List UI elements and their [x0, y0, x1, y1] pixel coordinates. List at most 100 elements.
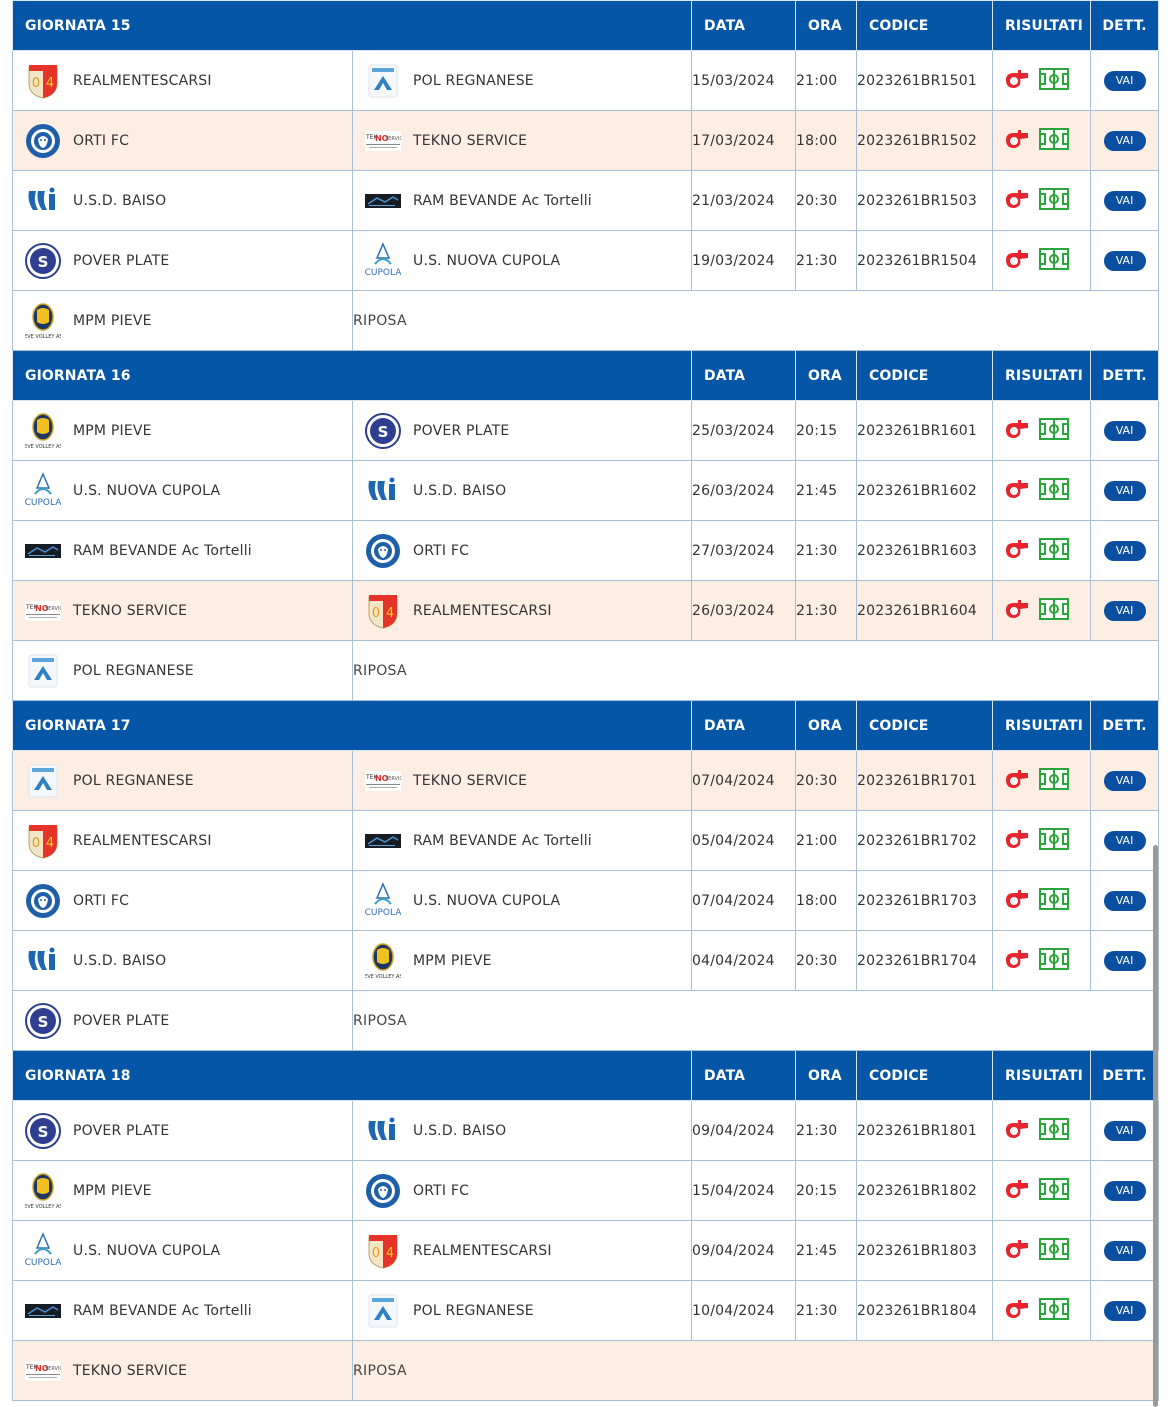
home-team[interactable]: S POVER PLATE	[13, 1101, 352, 1160]
field-icon[interactable]	[1039, 67, 1070, 94]
vai-button[interactable]: VAI	[1103, 540, 1146, 561]
field-icon[interactable]	[1039, 127, 1070, 154]
field-icon[interactable]	[1039, 597, 1070, 624]
field-icon[interactable]	[1039, 767, 1070, 794]
home-team[interactable]: TEKNOSERVICETEKNO SERVICE	[13, 581, 352, 640]
match-code: 2023261BR1702	[856, 810, 994, 871]
whistle-icon[interactable]	[1003, 767, 1031, 795]
away-team[interactable]: RAM BEVANDE Ac Tortelli	[353, 811, 691, 870]
field-icon[interactable]	[1039, 1177, 1070, 1204]
away-team[interactable]: U.S.D. BAISO	[353, 1101, 691, 1160]
whistle-icon[interactable]	[1003, 417, 1031, 445]
field-icon[interactable]	[1039, 1297, 1070, 1324]
vai-button[interactable]: VAI	[1103, 190, 1146, 211]
home-team[interactable]: PIEVE VOLLEY ASD MPM PIEVE	[13, 401, 352, 460]
field-icon[interactable]	[1039, 1117, 1070, 1144]
vai-button[interactable]: VAI	[1103, 70, 1146, 91]
home-team[interactable]: ORTI FC	[13, 871, 352, 930]
vai-button[interactable]: VAI	[1103, 1300, 1146, 1321]
whistle-icon[interactable]	[1003, 827, 1031, 855]
field-icon[interactable]	[1039, 887, 1070, 914]
vai-button[interactable]: VAI	[1103, 890, 1146, 911]
home-team[interactable]: PIEVE VOLLEY ASD MPM PIEVE	[13, 1161, 352, 1220]
vai-button[interactable]: VAI	[1103, 830, 1146, 851]
whistle-icon[interactable]	[1003, 1177, 1031, 1205]
whistle-icon[interactable]	[1003, 947, 1031, 975]
home-team[interactable]: 0 4 REALMENTESCARSI	[13, 51, 352, 110]
vai-button[interactable]: VAI	[1103, 770, 1146, 791]
away-team[interactable]: CUPOLA U.S. NUOVA CUPOLA	[353, 871, 691, 930]
home-team[interactable]: POL REGNANESE	[13, 751, 352, 810]
vai-button[interactable]: VAI	[1103, 130, 1146, 151]
results-icons	[993, 67, 1090, 95]
field-icon[interactable]	[1039, 1237, 1070, 1264]
team-name: REALMENTESCARSI	[413, 1242, 552, 1259]
whistle-icon[interactable]	[1003, 127, 1031, 155]
away-team[interactable]: ORTI FC	[353, 1161, 691, 1220]
svg-text:SERVICE: SERVICE	[45, 606, 61, 612]
vai-button[interactable]: VAI	[1103, 420, 1146, 441]
away-team[interactable]: POL REGNANESE	[353, 51, 691, 110]
field-icon[interactable]	[1039, 187, 1070, 214]
col-risultati: RISULTATI	[992, 700, 1092, 751]
home-team[interactable]: CUPOLA U.S. NUOVA CUPOLA	[13, 1221, 352, 1280]
match-code: 2023261BR1804	[856, 1280, 994, 1341]
resting-team-cell: S POVER PLATE	[12, 990, 353, 1051]
vai-button[interactable]: VAI	[1103, 600, 1146, 621]
field-icon[interactable]	[1039, 477, 1070, 504]
round-header: GIORNATA 18 DATA ORA CODICE RISULTATI DETT.	[11, 1050, 1160, 1101]
field-icon[interactable]	[1039, 537, 1070, 564]
home-team[interactable]: U.S.D. BAISO	[13, 931, 352, 990]
whistle-icon[interactable]	[1003, 597, 1031, 625]
match-code: 2023261BR1803	[856, 1220, 994, 1281]
resting-team[interactable]: TEKNOSERVICETEKNO SERVICE	[13, 1341, 352, 1400]
away-team[interactable]: 0 4 REALMENTESCARSI	[353, 1221, 691, 1280]
away-team[interactable]: ORTI FC	[353, 521, 691, 580]
whistle-icon[interactable]	[1003, 887, 1031, 915]
whistle-icon[interactable]	[1003, 247, 1031, 275]
scrollbar[interactable]	[1153, 845, 1158, 1407]
field-icon[interactable]	[1039, 947, 1070, 974]
resting-team[interactable]: PIEVE VOLLEY ASD MPM PIEVE	[13, 291, 352, 350]
away-team[interactable]: S POVER PLATE	[353, 401, 691, 460]
vai-button[interactable]: VAI	[1103, 250, 1146, 271]
away-team[interactable]: U.S.D. BAISO	[353, 461, 691, 520]
field-icon[interactable]	[1039, 247, 1070, 274]
away-team[interactable]: TEKNOSERVICETEKNO SERVICE	[353, 111, 691, 170]
away-team[interactable]: 0 4 REALMENTESCARSI	[353, 581, 691, 640]
home-team[interactable]: S POVER PLATE	[13, 231, 352, 290]
away-team[interactable]: CUPOLA U.S. NUOVA CUPOLA	[353, 231, 691, 290]
home-team[interactable]: RAM BEVANDE Ac Tortelli	[13, 1281, 352, 1340]
home-team-cell: U.S.D. BAISO	[12, 930, 353, 991]
home-team[interactable]: ORTI FC	[13, 111, 352, 170]
vai-button[interactable]: VAI	[1103, 1240, 1146, 1261]
resting-team[interactable]: S POVER PLATE	[13, 991, 352, 1050]
away-team[interactable]: TEKNOSERVICETEKNO SERVICE	[353, 751, 691, 810]
resting-team[interactable]: POL REGNANESE	[13, 641, 352, 700]
field-icon[interactable]	[1039, 417, 1070, 444]
home-team[interactable]: U.S.D. BAISO	[13, 171, 352, 230]
match-row: TEKNOSERVICETEKNO SERVICE04REALMENTESCAR…	[12, 580, 1160, 641]
vai-button[interactable]: VAI	[1103, 480, 1146, 501]
away-team[interactable]: RAM BEVANDE Ac Tortelli	[353, 171, 691, 230]
whistle-icon[interactable]	[1003, 67, 1031, 95]
match-row: PIEVE VOLLEY ASD MPM PIEVE S POVER PLATE 25/…	[12, 400, 1160, 461]
home-team[interactable]: RAM BEVANDE Ac Tortelli	[13, 521, 352, 580]
whistle-icon[interactable]	[1003, 187, 1031, 215]
away-team[interactable]: PIEVE VOLLEY ASD MPM PIEVE	[353, 931, 691, 990]
match-code: 2023261BR1503	[856, 170, 994, 231]
whistle-icon[interactable]	[1003, 1117, 1031, 1145]
svg-text:TEK: TEK	[365, 774, 378, 781]
whistle-icon[interactable]	[1003, 537, 1031, 565]
field-icon[interactable]	[1039, 827, 1070, 854]
whistle-icon[interactable]	[1003, 1297, 1031, 1325]
vai-button[interactable]: VAI	[1103, 1180, 1146, 1201]
home-team[interactable]: CUPOLA U.S. NUOVA CUPOLA	[13, 461, 352, 520]
whistle-icon[interactable]	[1003, 1237, 1031, 1265]
vai-button[interactable]: VAI	[1103, 1120, 1146, 1141]
away-team[interactable]: POL REGNANESE	[353, 1281, 691, 1340]
results-cell	[992, 580, 1092, 641]
vai-button[interactable]: VAI	[1103, 950, 1146, 971]
whistle-icon[interactable]	[1003, 477, 1031, 505]
home-team[interactable]: 0 4 REALMENTESCARSI	[13, 811, 352, 870]
